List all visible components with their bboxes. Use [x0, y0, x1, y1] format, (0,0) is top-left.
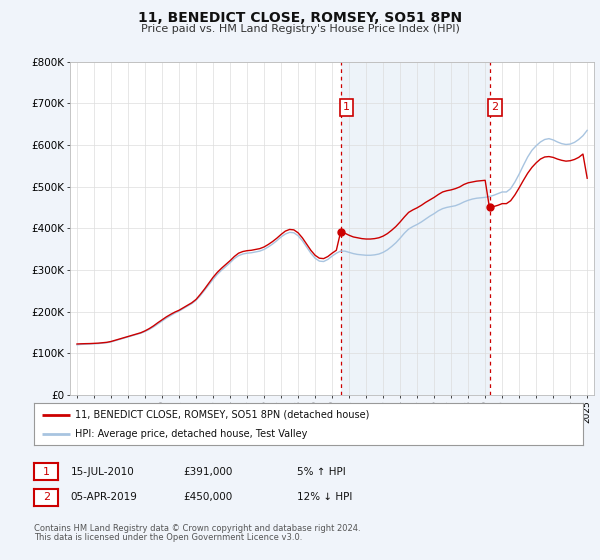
Text: Contains HM Land Registry data © Crown copyright and database right 2024.: Contains HM Land Registry data © Crown c…: [34, 524, 361, 533]
Text: HPI: Average price, detached house, Test Valley: HPI: Average price, detached house, Test…: [76, 429, 308, 439]
Text: 1: 1: [43, 466, 50, 477]
Text: £391,000: £391,000: [183, 466, 232, 477]
Text: 15-JUL-2010: 15-JUL-2010: [71, 466, 134, 477]
Text: 5% ↑ HPI: 5% ↑ HPI: [297, 466, 346, 477]
Text: Price paid vs. HM Land Registry's House Price Index (HPI): Price paid vs. HM Land Registry's House …: [140, 24, 460, 34]
Text: £450,000: £450,000: [183, 492, 232, 502]
Text: 05-APR-2019: 05-APR-2019: [71, 492, 137, 502]
Text: 1: 1: [343, 102, 350, 113]
Text: This data is licensed under the Open Government Licence v3.0.: This data is licensed under the Open Gov…: [34, 533, 302, 542]
Text: 11, BENEDICT CLOSE, ROMSEY, SO51 8PN (detached house): 11, BENEDICT CLOSE, ROMSEY, SO51 8PN (de…: [76, 409, 370, 419]
Text: 12% ↓ HPI: 12% ↓ HPI: [297, 492, 352, 502]
Text: 2: 2: [491, 102, 498, 113]
Text: 2: 2: [43, 492, 50, 502]
Text: 11, BENEDICT CLOSE, ROMSEY, SO51 8PN: 11, BENEDICT CLOSE, ROMSEY, SO51 8PN: [138, 11, 462, 25]
Bar: [341, 62, 490, 395]
